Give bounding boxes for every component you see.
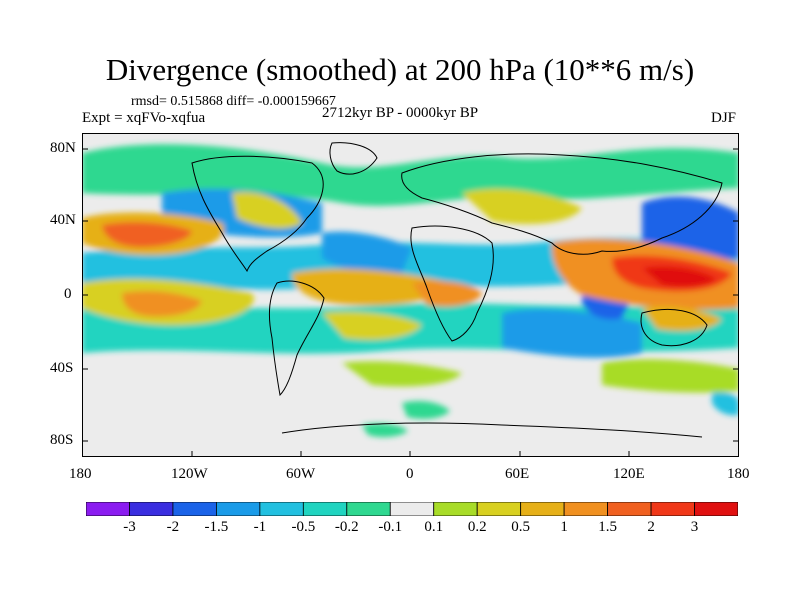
colorbar-box bbox=[607, 502, 652, 516]
coastline-south-america bbox=[268, 280, 325, 397]
colorbar-box bbox=[129, 502, 174, 516]
colorbar-box bbox=[215, 502, 261, 516]
lon-label-180e: 180 bbox=[727, 466, 750, 482]
colorbar-label: -0.2 bbox=[334, 519, 359, 535]
lat-label-0: 0 bbox=[64, 286, 72, 302]
coastline-africa bbox=[410, 225, 494, 342]
colorbar-label: -1.5 bbox=[204, 519, 229, 535]
field-patch bbox=[122, 290, 202, 317]
field-patch bbox=[232, 192, 302, 229]
coastline-australia bbox=[640, 308, 708, 347]
period-label: 2712kyr BP - 0000kyr BP bbox=[322, 105, 479, 121]
coastline-eurasia bbox=[401, 153, 723, 255]
colorbar-box bbox=[389, 502, 435, 516]
field-patch bbox=[292, 268, 452, 306]
field-patch bbox=[712, 392, 739, 416]
field-patch bbox=[102, 222, 192, 248]
field-patch bbox=[342, 361, 462, 387]
colorbar-box bbox=[346, 502, 391, 516]
field-patch bbox=[322, 311, 422, 340]
colorbar-label: 1.5 bbox=[598, 519, 617, 535]
colorbar-label: 1 bbox=[560, 519, 568, 535]
colorbar-label: 0.2 bbox=[467, 519, 487, 535]
field-patch bbox=[642, 196, 739, 260]
map-title: Divergence (smoothed) at 200 hPa (10**6 … bbox=[105, 52, 695, 87]
lon-label-0: 0 bbox=[406, 466, 414, 482]
field-patch bbox=[502, 308, 642, 358]
colorbar-label: -2 bbox=[166, 519, 180, 535]
colorbar-box bbox=[650, 502, 695, 516]
lon-label-180w: 180 bbox=[69, 466, 92, 482]
colorbar-label: -0.5 bbox=[291, 519, 316, 535]
lon-label-120w: 120W bbox=[171, 466, 208, 482]
stats-label: rmsd= 0.515868 diff= -0.000159667 bbox=[131, 94, 336, 109]
lon-label-120e: 120E bbox=[613, 466, 645, 482]
colorbar-label: -1 bbox=[253, 519, 267, 535]
colorbar-label: 0.5 bbox=[511, 519, 531, 535]
colorbar-box bbox=[520, 502, 565, 516]
field-patch bbox=[322, 231, 412, 275]
colorbar-box bbox=[433, 502, 478, 516]
lat-label-80s: 80S bbox=[50, 432, 74, 448]
lon-label-60e: 60E bbox=[505, 466, 530, 482]
lat-label-80n: 80N bbox=[50, 140, 76, 156]
colorbar-box bbox=[86, 502, 130, 516]
colorbar-label: 0.1 bbox=[424, 519, 444, 535]
experiment-label: Expt = xqFVo-xqfua bbox=[82, 110, 206, 126]
field-patch bbox=[462, 188, 582, 225]
coastlines bbox=[191, 142, 723, 438]
colorbar-box bbox=[694, 502, 738, 516]
coastline-north-america bbox=[191, 155, 324, 273]
lat-label-40s: 40S bbox=[50, 360, 74, 376]
colorbar-label: 3 bbox=[690, 519, 699, 535]
colorbar-box bbox=[302, 502, 348, 516]
field-patch bbox=[362, 423, 408, 438]
divergence-field bbox=[82, 133, 739, 457]
colorbar-box bbox=[563, 502, 609, 516]
coastline-greenland bbox=[329, 142, 378, 175]
colorbar-label: -0.1 bbox=[378, 519, 403, 535]
colorbar-label: 2 bbox=[647, 519, 655, 535]
axis-ticks bbox=[82, 148, 739, 457]
coastline-antarctica bbox=[281, 422, 703, 438]
field-patch bbox=[642, 266, 717, 287]
field-patch bbox=[412, 281, 482, 307]
colorbar-label: -3 bbox=[123, 519, 136, 535]
lat-label-40n: 40N bbox=[50, 212, 76, 228]
map-panel bbox=[82, 133, 739, 457]
colorbar-box bbox=[172, 502, 217, 516]
field-patch bbox=[642, 306, 722, 331]
colorbar bbox=[86, 502, 738, 516]
colorbar-box bbox=[259, 502, 304, 516]
colorbar-box bbox=[476, 502, 522, 516]
season-label: DJF bbox=[711, 110, 737, 126]
field-patch bbox=[402, 400, 450, 419]
lon-label-60w: 60W bbox=[286, 466, 316, 482]
field-patch bbox=[602, 359, 739, 393]
